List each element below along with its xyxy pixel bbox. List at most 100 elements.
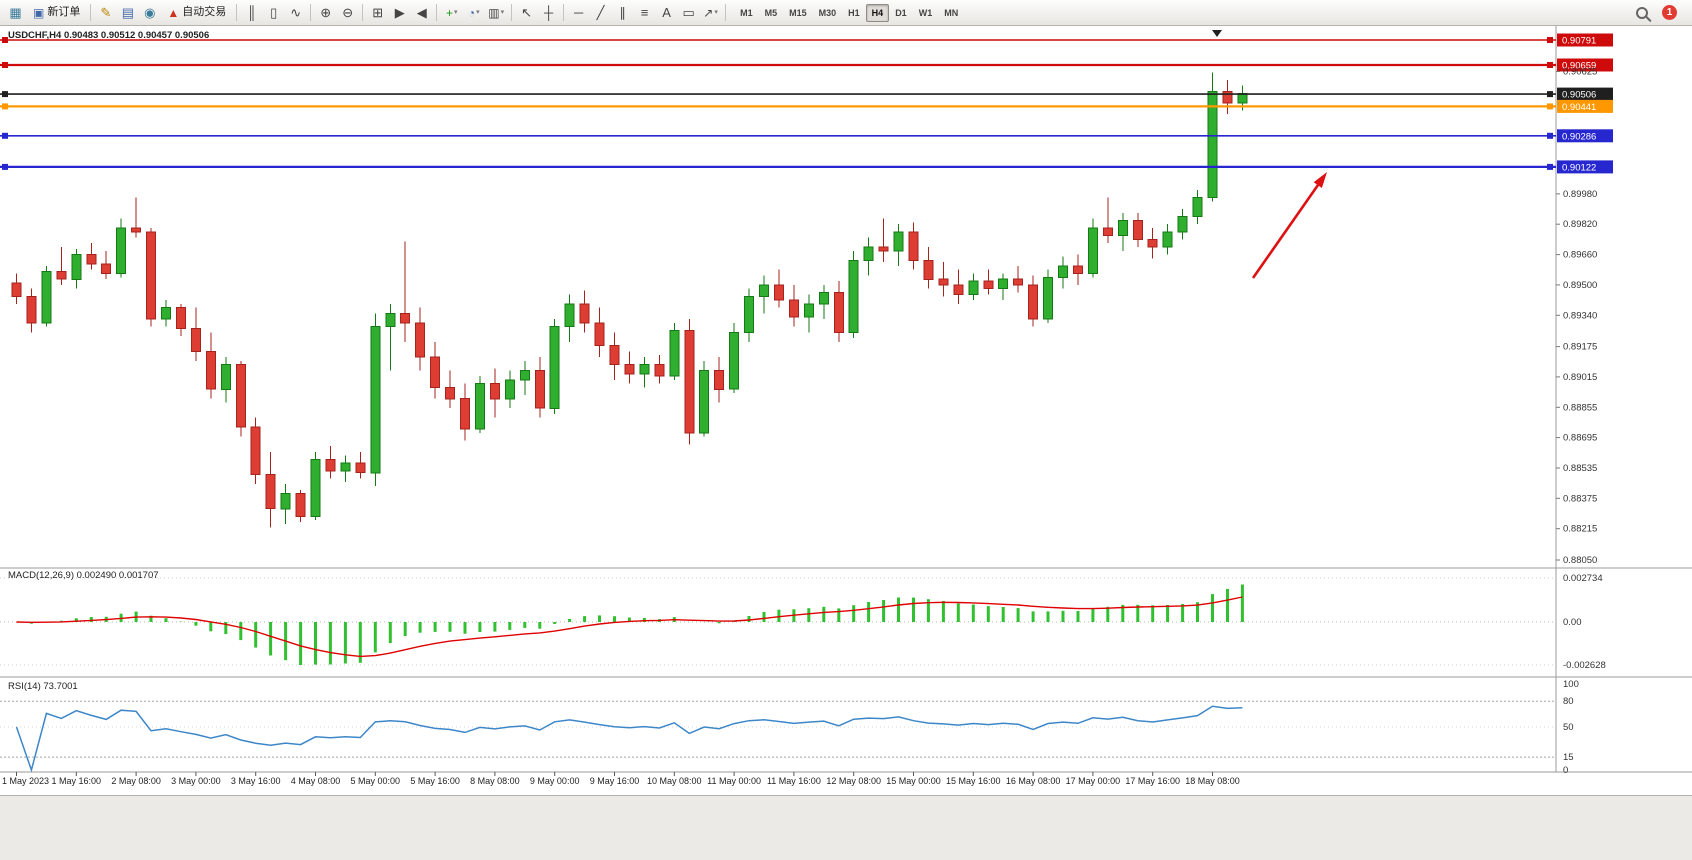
price-flag — [1557, 160, 1613, 174]
zoom-out-icon[interactable]: ⊖ — [342, 5, 354, 20]
community-icon[interactable]: ◉ — [144, 5, 156, 20]
candle — [445, 386, 455, 400]
timeframe-m30[interactable]: M30 — [813, 4, 843, 22]
arrow-tool-icon: ↗ — [703, 5, 714, 20]
new-order-icon: ▣ — [33, 5, 45, 20]
candle — [534, 369, 545, 409]
horizontal-line[interactable]: 0.90286 — [0, 129, 1613, 143]
horizontal-line-tool-icon[interactable]: ─ — [573, 5, 584, 20]
time-tick-label: 5 May 16:00 — [410, 776, 460, 786]
toolbar: ▦ ▣ 新订单 ✎ ▤ ◉ ▲ 自动交易 ║ ▯ ∿ ⊕ ⊖ ⊞ ▶ ◀ + ▾… — [0, 0, 1692, 26]
zoom-in-icon[interactable]: ⊕ — [320, 5, 332, 20]
time-tick-label: 5 May 00:00 — [351, 776, 401, 786]
candle — [474, 383, 485, 430]
clock-icon: ◔ — [467, 5, 476, 20]
rsi-axis-label: 50 — [1563, 722, 1574, 733]
candle — [504, 379, 515, 400]
candle — [146, 231, 156, 320]
timeframe-mn[interactable]: MN — [938, 4, 964, 22]
timeframe-m5[interactable]: M5 — [759, 4, 784, 22]
rsi-axis-label: 100 — [1563, 679, 1579, 690]
timeframe-m1[interactable]: M1 — [734, 4, 759, 22]
time-tick-label: 15 May 00:00 — [886, 776, 941, 786]
chevron-down-icon: ▾ — [500, 9, 505, 16]
tile-windows-icon[interactable]: ⊞ — [372, 5, 384, 20]
price-flag — [1557, 58, 1613, 72]
candle — [489, 383, 500, 400]
svg-text:0.90122: 0.90122 — [1562, 162, 1596, 173]
chart-shift-icon[interactable]: ◀ — [416, 5, 427, 20]
candle — [893, 231, 904, 252]
candle — [415, 322, 426, 358]
price-tick-label: 0.89500 — [1563, 280, 1597, 291]
news-icon[interactable]: ▤ — [121, 5, 134, 20]
candle — [654, 364, 665, 377]
periods-button[interactable]: ◔ ▾ — [463, 3, 484, 23]
horizontal-line[interactable]: 0.90122 — [0, 160, 1613, 174]
candle — [86, 254, 97, 265]
new-order-button[interactable]: ▣ 新订单 — [27, 3, 86, 23]
timeframe-m15[interactable]: M15 — [783, 4, 813, 22]
timeframe-h1[interactable]: H1 — [842, 4, 866, 22]
candle — [295, 493, 306, 517]
auto-scroll-icon[interactable]: ▶ — [394, 5, 405, 20]
candle — [1058, 265, 1068, 278]
horizontal-line[interactable]: 0.90506 — [0, 87, 1613, 101]
candle — [280, 493, 291, 510]
metaeditor-icon[interactable]: ✎ — [100, 5, 112, 20]
rsi-axis-label: 0 — [1563, 765, 1568, 776]
channel-tool-icon[interactable]: ∥ — [619, 5, 626, 20]
candle — [983, 280, 994, 290]
templates-button[interactable]: ▥ ▾ — [485, 3, 507, 23]
candlestick-chart-icon[interactable]: ▯ — [270, 5, 278, 20]
candle — [161, 307, 171, 320]
candle — [1087, 227, 1098, 274]
line-handle — [1547, 62, 1553, 68]
trendline-tool-icon[interactable]: ╱ — [596, 5, 605, 20]
chevron-down-icon: ▾ — [714, 9, 718, 16]
candle — [265, 474, 276, 510]
shapes-tool-icon[interactable]: ▭ — [682, 5, 695, 20]
timeframe-w1[interactable]: W1 — [913, 4, 939, 22]
text-tool-icon[interactable]: A — [662, 5, 671, 20]
indicators-button[interactable]: + ▾ — [441, 3, 462, 23]
arrows-tool-button[interactable]: ↗ ▾ — [700, 3, 721, 23]
svg-text:0.90441: 0.90441 — [1562, 102, 1596, 113]
notification-badge[interactable]: 1 — [1662, 5, 1677, 20]
candle — [1222, 90, 1233, 104]
autotrading-label: 自动交易 — [182, 6, 227, 18]
time-tick-label: 1 May 16:00 — [52, 776, 102, 786]
chart-window[interactable]: 0.90791 0.90659 0.90506 0.90441 0.90286 0.901… — [0, 26, 1692, 796]
cursor-icon[interactable]: ↖ — [521, 5, 533, 20]
timeframe-h4[interactable]: H4 — [865, 3, 890, 22]
candle — [1043, 276, 1053, 320]
line-handle — [1547, 37, 1553, 43]
time-tick-label: 17 May 16:00 — [1125, 776, 1180, 786]
time-tick-label: 9 May 16:00 — [590, 776, 640, 786]
candle — [385, 312, 396, 328]
candle — [370, 326, 381, 474]
horizontal-line[interactable]: 0.90659 — [0, 58, 1613, 72]
time-tick-label: 3 May 00:00 — [171, 776, 221, 786]
fibonacci-tool-icon[interactable]: ≡ — [640, 5, 649, 20]
bar-chart-icon[interactable]: ║ — [247, 5, 257, 20]
template-icon: ▥ — [488, 5, 500, 20]
candle — [71, 254, 82, 280]
crosshair-icon[interactable]: ┼ — [543, 5, 554, 20]
line-chart-icon[interactable]: ∿ — [290, 5, 302, 20]
toolbar-separator — [90, 4, 92, 21]
horizontal-line[interactable]: 0.90791 — [0, 33, 1613, 47]
search-icon[interactable] — [1636, 6, 1648, 19]
toolbar-separator — [725, 4, 727, 21]
price-tick-label: 0.88695 — [1563, 433, 1597, 444]
chart-window-icon[interactable]: ▦ — [9, 5, 22, 20]
autotrading-button[interactable]: ▲ 自动交易 — [161, 3, 232, 23]
price-tick-label: 0.88050 — [1563, 555, 1597, 566]
price-tick-label: 0.89980 — [1563, 189, 1597, 200]
candle — [639, 364, 650, 375]
timeframe-d1[interactable]: D1 — [889, 4, 913, 22]
trend-arrow-annotation[interactable] — [1251, 172, 1327, 279]
horizontal-line[interactable]: 0.90441 — [0, 99, 1613, 113]
line-handle — [2, 62, 8, 68]
